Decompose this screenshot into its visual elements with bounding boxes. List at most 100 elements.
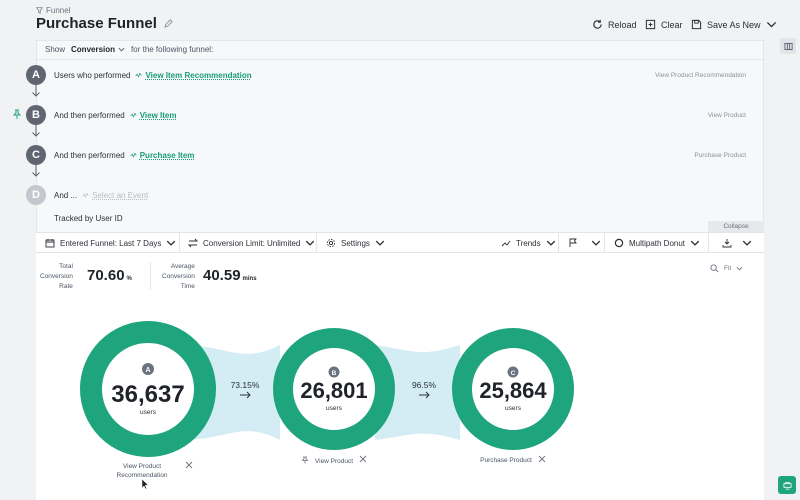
pin-icon[interactable] (12, 109, 22, 119)
event-icon (82, 192, 89, 198)
chevron-down-icon (736, 266, 743, 271)
save-label: Save As New (707, 19, 761, 30)
divider (316, 233, 317, 253)
funnel-step-a[interactable]: A Users who performed View Item Recommen… (26, 65, 746, 85)
funnel-step-c[interactable]: C And then performed Purchase Item Purch… (26, 145, 746, 165)
page-title-text: Purchase Funnel (36, 15, 157, 32)
arrow-down-icon (32, 84, 40, 97)
chevron-down-icon (690, 240, 700, 246)
funnel-icon (36, 7, 43, 14)
chevron-down-icon (546, 240, 555, 246)
chevron-down-icon (591, 240, 601, 246)
settings-select[interactable]: Settings (326, 233, 385, 253)
arrow-right-icon (419, 391, 430, 399)
select-event-label: Select an Event (92, 190, 149, 200)
metric-select-value: Conversion (71, 45, 116, 54)
close-icon[interactable] (359, 455, 367, 463)
metric-select[interactable]: Conversion (71, 45, 125, 54)
step-event-link[interactable]: View Item (130, 110, 177, 120)
chevron-down-icon (167, 240, 176, 246)
side-panel-toggle[interactable] (780, 38, 796, 54)
save-as-new-button[interactable]: Save As New (691, 19, 777, 30)
swap-icon (188, 238, 198, 248)
step-prefix: And then performed (54, 150, 125, 160)
event-icon (130, 152, 137, 158)
funnel-node-b[interactable]: B 26,801 users (273, 328, 395, 450)
funnel-step-b[interactable]: B And then performed View Item View Prod… (26, 105, 746, 125)
funnel-node-c[interactable]: C 25,864 users (452, 328, 574, 450)
step-badge: C (26, 145, 46, 165)
node-label-a-2: Recommendation (117, 472, 168, 479)
select-event-link[interactable]: Select an Event (82, 191, 148, 200)
save-icon (691, 19, 702, 30)
entered-funnel-select[interactable]: Entered Funnel: Last 7 Days (45, 233, 176, 253)
step-event-label: View Item Recommendation (145, 70, 252, 80)
collapse-button[interactable]: Collapse (708, 221, 764, 232)
show-row: Show Conversion for the following funnel… (45, 45, 213, 54)
assistant-button[interactable] (778, 476, 796, 494)
node-unit: users (326, 405, 343, 412)
step-badge: B (26, 105, 46, 125)
show-suffix: for the following funnel: (131, 45, 214, 54)
pencil-icon[interactable] (164, 19, 173, 28)
step-prefix: And then performed (54, 110, 125, 120)
chevron-down-icon (375, 240, 385, 246)
download-select[interactable] (722, 233, 752, 253)
step-prefix: Users who performed (54, 70, 131, 80)
calendar-icon (45, 239, 55, 248)
step-event-link[interactable]: Purchase Item (130, 151, 194, 160)
breadcrumb[interactable]: Funnel (36, 6, 70, 15)
step-badge: D (26, 185, 46, 205)
zoom-fit-control[interactable]: Fit (710, 264, 743, 273)
divider (179, 233, 180, 253)
tracked-by[interactable]: Tracked by User ID (54, 214, 123, 223)
node-label-a: View Product (123, 463, 161, 470)
conversion-limit-select[interactable]: Conversion Limit: Unlimited (188, 233, 315, 253)
total-label-line: Rate (59, 283, 73, 290)
flag-select[interactable] (568, 233, 601, 253)
search-icon (710, 264, 719, 273)
flow-band (375, 345, 460, 440)
download-icon (722, 239, 732, 248)
arrow-right-icon (240, 391, 251, 399)
step-display-name: View Product (707, 111, 746, 119)
funnel-step-d[interactable]: D And ... Select an Event (26, 185, 746, 205)
divider (150, 262, 151, 290)
close-icon[interactable] (185, 461, 193, 469)
trends-select[interactable]: Trends (501, 233, 556, 253)
trends-label: Trends (516, 238, 541, 248)
clear-label: Clear (661, 19, 683, 30)
step-event-link[interactable]: View Item Recommendation (135, 70, 252, 80)
columns-icon (783, 42, 793, 50)
avg-label-line: Time (180, 283, 195, 290)
donut-icon (614, 238, 624, 248)
settings-label: Settings (341, 238, 370, 248)
pin-icon[interactable] (301, 456, 309, 464)
total-conversion-value: 70.60 (87, 267, 125, 284)
step-badge: A (26, 65, 46, 85)
divider (708, 233, 709, 253)
flag-icon (569, 238, 577, 247)
step-event-label: View Item (139, 110, 177, 120)
step-prefix: And ... (54, 190, 78, 200)
clear-button[interactable]: Clear (645, 19, 683, 30)
chevron-down-icon (742, 240, 752, 246)
funnel-node-a[interactable]: A 36,637 users (80, 321, 216, 457)
node-label-b: View Product (315, 458, 353, 465)
total-conversion-unit: % (126, 276, 132, 282)
avg-label-line: Average (170, 263, 195, 270)
chevron-down-icon (118, 47, 125, 52)
node-label-c: Purchase Product (480, 457, 532, 464)
chart-type-select[interactable]: Multipath Donut (614, 233, 700, 253)
conversion-rate-bc: 96.5% (412, 380, 437, 390)
close-icon[interactable] (538, 455, 546, 463)
node-badge-letter: A (145, 367, 150, 374)
chat-icon (782, 481, 792, 490)
trend-icon (501, 240, 511, 247)
conversion-rate-ab: 73.15% (231, 380, 260, 390)
node-unit: users (505, 405, 522, 412)
divider (604, 233, 605, 253)
reload-button[interactable]: Reload (592, 19, 637, 30)
show-label: Show (45, 45, 66, 54)
